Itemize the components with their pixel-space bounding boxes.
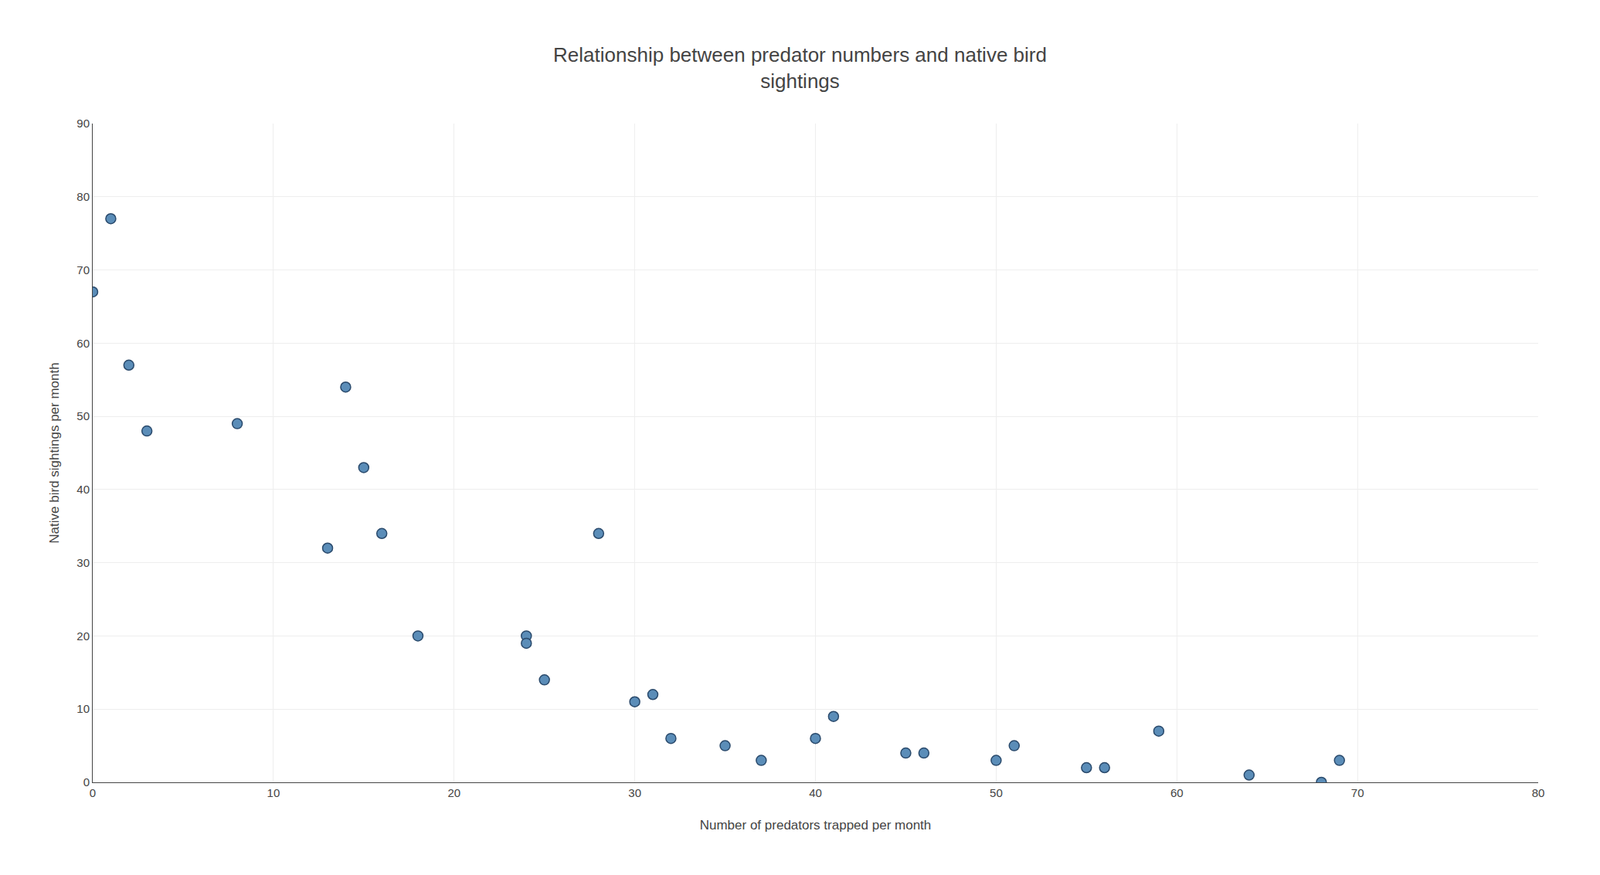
svg-text:60: 60 <box>76 336 90 350</box>
svg-text:10: 10 <box>76 702 90 716</box>
svg-text:20: 20 <box>447 786 461 800</box>
svg-text:0: 0 <box>89 786 96 800</box>
svg-text:80: 80 <box>1532 786 1546 800</box>
svg-text:20: 20 <box>76 629 90 643</box>
svg-text:10: 10 <box>267 786 281 800</box>
svg-text:30: 30 <box>76 556 90 570</box>
svg-text:80: 80 <box>76 190 90 204</box>
svg-text:0: 0 <box>83 775 90 789</box>
svg-text:Native bird sightings per mont: Native bird sightings per month <box>47 362 62 544</box>
svg-text:50: 50 <box>989 786 1003 800</box>
svg-text:90: 90 <box>76 116 90 130</box>
svg-text:50: 50 <box>76 409 90 423</box>
svg-text:70: 70 <box>1351 786 1365 800</box>
svg-text:30: 30 <box>628 786 642 800</box>
svg-text:60: 60 <box>1170 786 1184 800</box>
svg-text:Number of predators trapped pe: Number of predators trapped per month <box>699 818 932 833</box>
svg-text:70: 70 <box>76 263 90 277</box>
svg-text:40: 40 <box>76 482 90 496</box>
svg-text:40: 40 <box>808 786 823 800</box>
svg-text:Relationship between predator: Relationship between predator numbers an… <box>553 43 1047 93</box>
